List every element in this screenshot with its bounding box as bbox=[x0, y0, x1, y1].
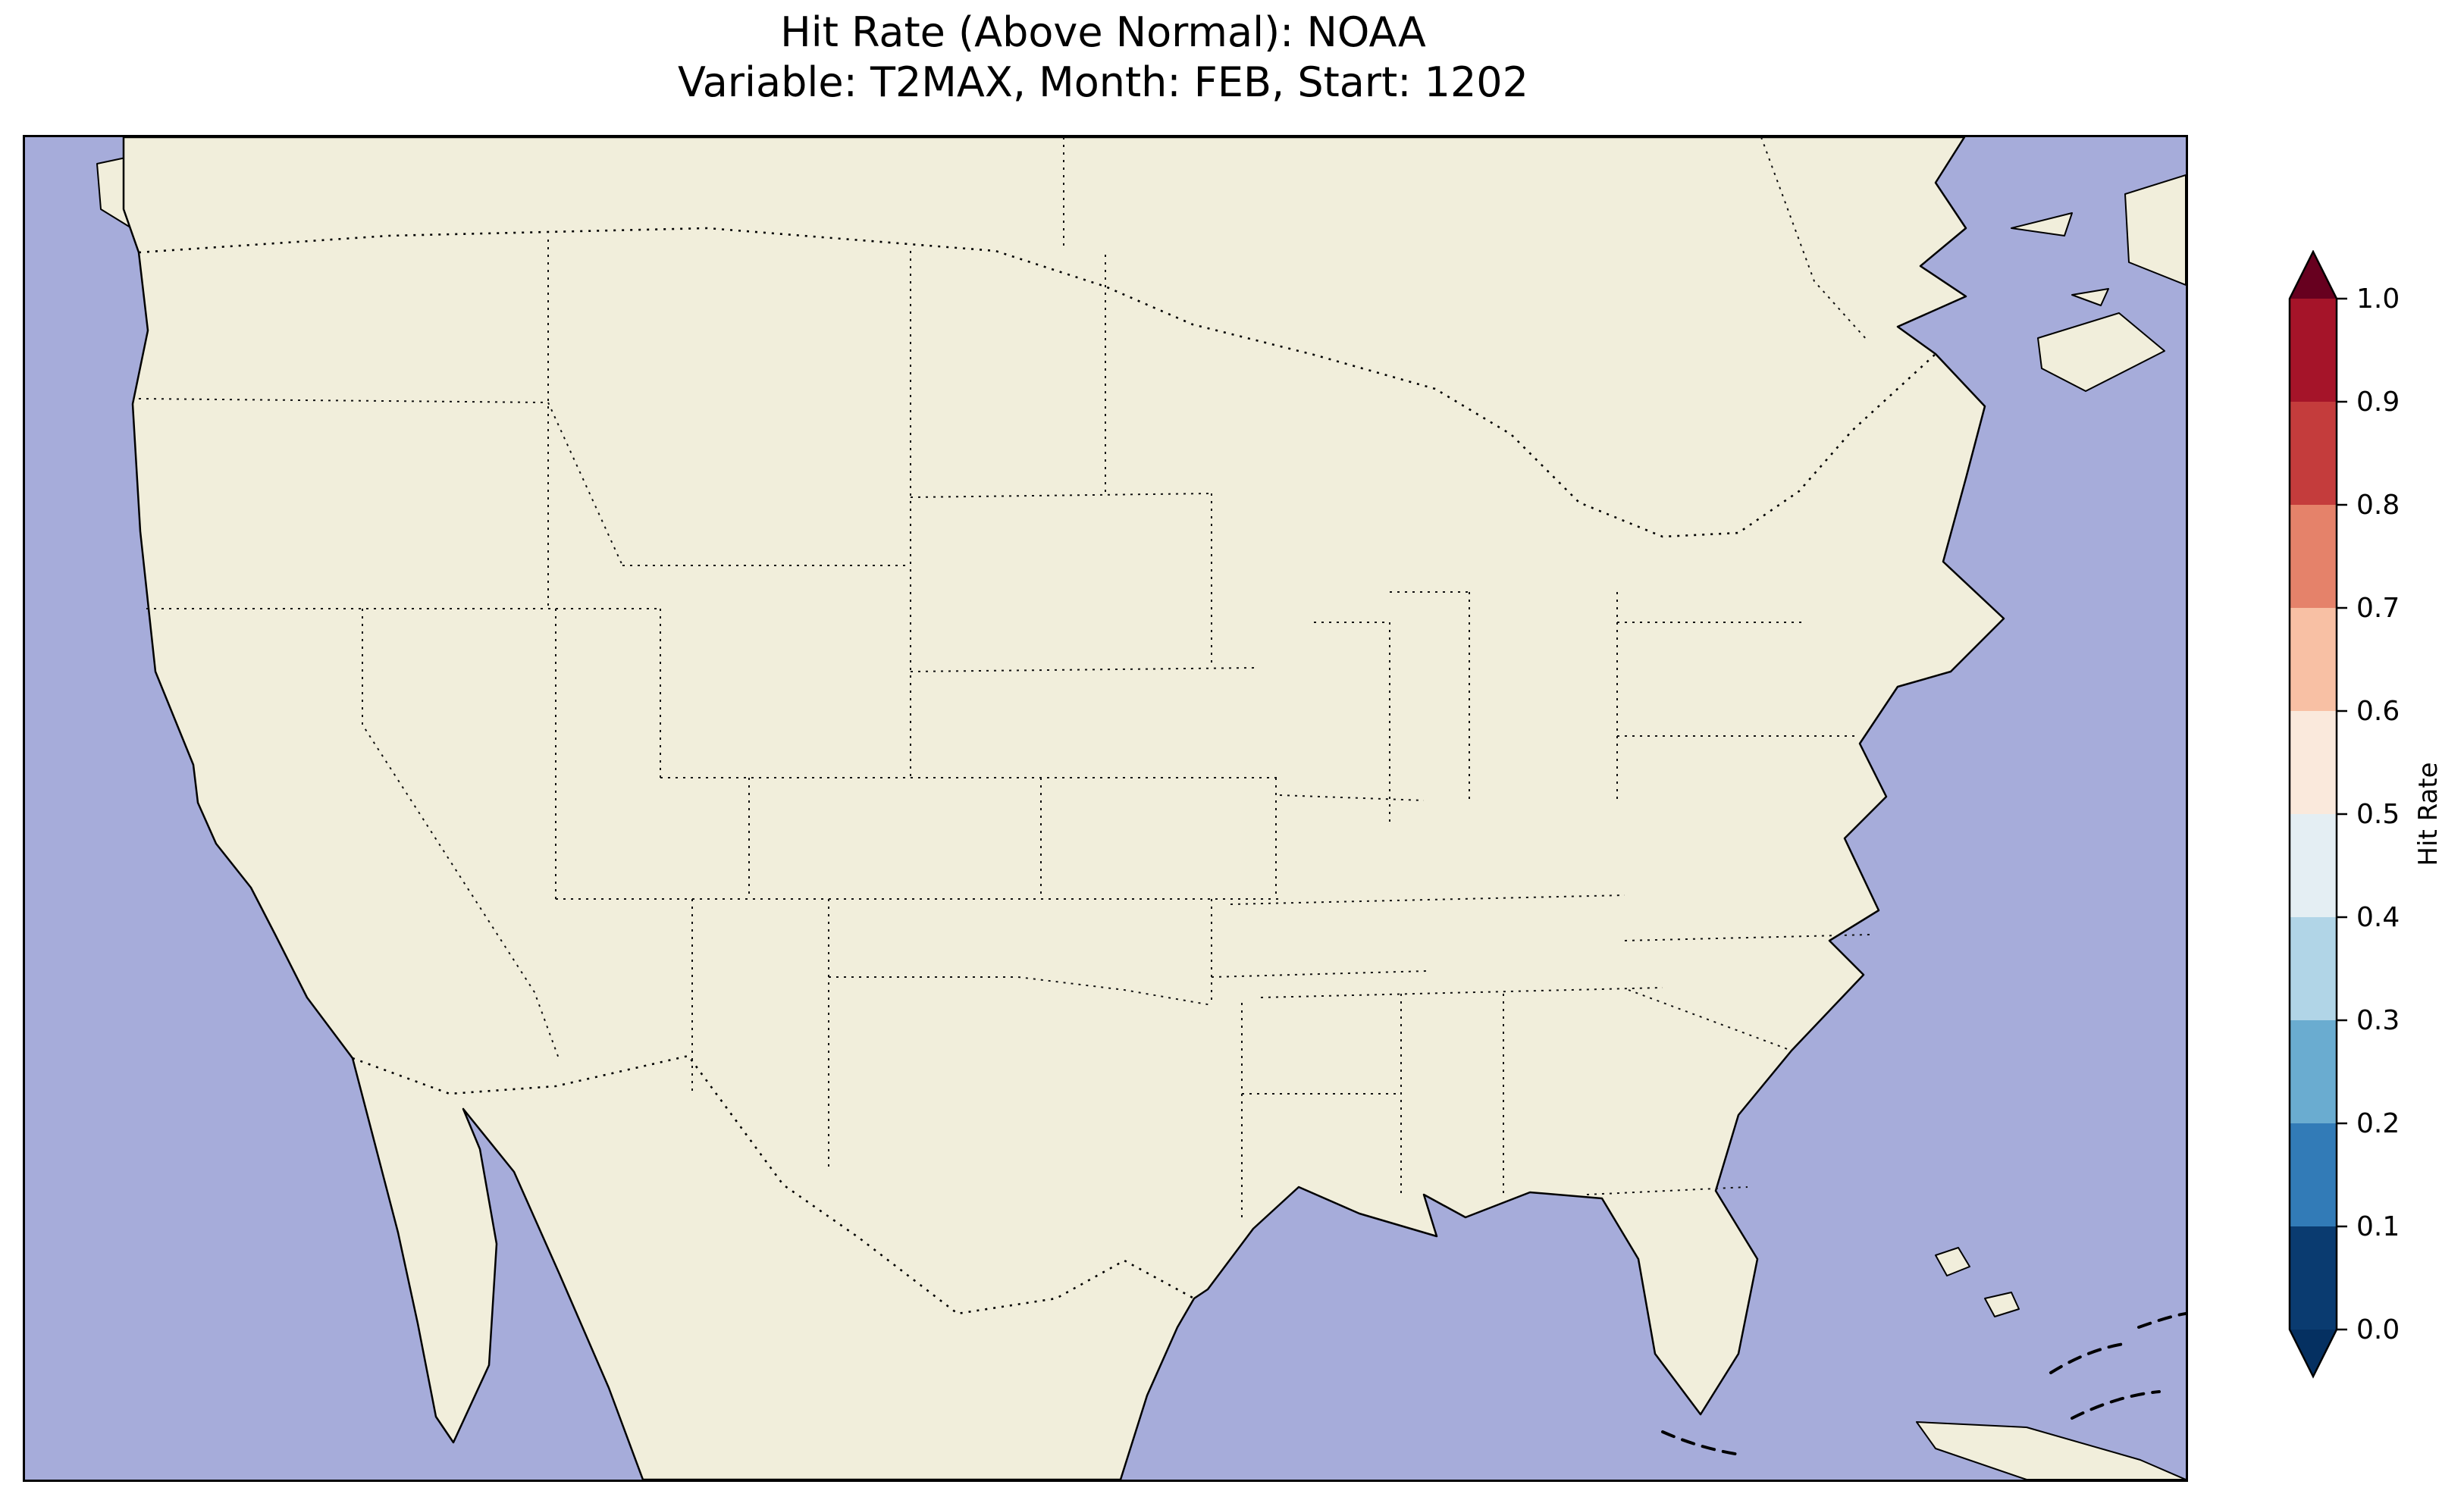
chart-title: Hit Rate (Above Normal): NOAA Variable: … bbox=[23, 8, 2183, 108]
colorbar-tick-label: 0.0 bbox=[2356, 1314, 2400, 1345]
colorbar-svg: 1.0 0.9 0.8 0.7 0.6 0.5 0.4 0.3 0.2 0.1 0.0 Hit Rat… bbox=[2288, 249, 2444, 1379]
nova-scotia bbox=[2037, 312, 2165, 392]
colorbar-tick-label: 0.7 bbox=[2356, 593, 2400, 624]
colorbar-tick-label: 1.0 bbox=[2356, 283, 2400, 315]
colorbar-tick-label: 0.4 bbox=[2356, 902, 2400, 933]
state-border-line bbox=[1230, 894, 1625, 905]
state-border-line bbox=[1624, 934, 1872, 941]
state-borders bbox=[138, 137, 1872, 1217]
state-border-line bbox=[1279, 794, 1425, 801]
colorbar-band bbox=[2290, 299, 2337, 402]
colorbar-band bbox=[2290, 814, 2337, 918]
colorbar-tick-label: 0.2 bbox=[2356, 1108, 2400, 1139]
state-border-line bbox=[138, 398, 549, 403]
bahamas-island bbox=[1984, 1292, 2020, 1317]
state-border-line bbox=[829, 976, 1212, 1006]
newfoundland-island bbox=[2124, 174, 2186, 286]
florida-keys bbox=[1661, 1430, 1741, 1456]
us-hit-rate-map bbox=[25, 137, 2186, 1480]
colorbar-tick-label: 0.6 bbox=[2356, 696, 2400, 727]
colorbar-tick-label: 0.5 bbox=[2356, 799, 2400, 830]
country-borders bbox=[138, 227, 1936, 1315]
colorbar: 1.0 0.9 0.8 0.7 0.6 0.5 0.4 0.3 0.2 0.1 0.0 Hit Rat… bbox=[2288, 249, 2464, 1383]
us-canada-border bbox=[138, 227, 1936, 538]
state-border-line bbox=[1211, 970, 1428, 978]
colorbar-extend-over bbox=[2290, 252, 2337, 299]
bahamas-chain bbox=[2137, 1312, 2186, 1329]
colorbar-tick-label: 0.9 bbox=[2356, 387, 2400, 418]
colorbar-band bbox=[2290, 402, 2337, 506]
state-border-line bbox=[1628, 989, 1792, 1051]
colorbar-band bbox=[2290, 917, 2337, 1021]
island-chains bbox=[1661, 1312, 2186, 1456]
colorbar-band bbox=[2290, 1123, 2337, 1227]
anticosti-island bbox=[2011, 212, 2073, 236]
state-border-line bbox=[362, 609, 560, 1061]
colorbar-tick-label: 0.8 bbox=[2356, 490, 2400, 521]
colorbar-band bbox=[2290, 1020, 2337, 1124]
state-border-line bbox=[1260, 987, 1663, 998]
us-mexico-border bbox=[352, 1054, 1195, 1315]
colorbar-tick-label: 0.3 bbox=[2356, 1005, 2400, 1036]
colorbar-band bbox=[2290, 608, 2337, 712]
colorbar-tick-label: 0.1 bbox=[2356, 1211, 2400, 1242]
state-border-line bbox=[1760, 137, 1868, 341]
colorbar-band bbox=[2290, 1226, 2337, 1330]
bahamas-chain bbox=[2071, 1390, 2161, 1420]
colorbar-label: Hit Rate bbox=[2413, 762, 2444, 866]
state-border-line bbox=[910, 667, 1258, 672]
prince-edward-island bbox=[2071, 288, 2109, 306]
colorbar-band bbox=[2290, 505, 2337, 609]
chart-title-line1: Hit Rate (Above Normal): NOAA bbox=[780, 8, 1426, 56]
colorbar-extend-under bbox=[2290, 1330, 2337, 1377]
state-border-line bbox=[910, 493, 1212, 498]
map-axes bbox=[23, 135, 2188, 1482]
chart-title-line2: Variable: T2MAX, Month: FEB, Start: 1202 bbox=[677, 58, 1529, 106]
colorbar-band bbox=[2290, 711, 2337, 815]
bahamas-island bbox=[1935, 1247, 1970, 1276]
cuba bbox=[1916, 1421, 2186, 1480]
bahamas-chain bbox=[2049, 1342, 2125, 1374]
